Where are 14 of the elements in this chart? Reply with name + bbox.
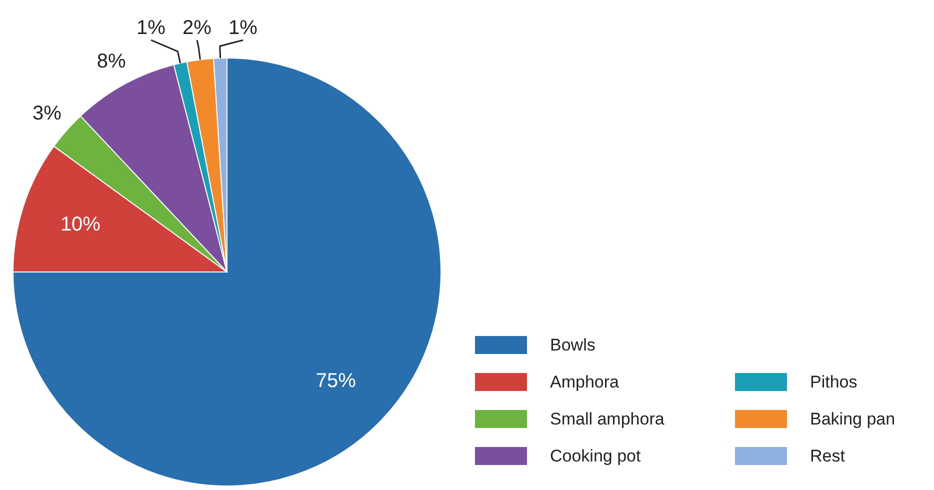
legend-label: Cooking pot (550, 446, 642, 466)
legend-label: Baking pan (810, 410, 896, 428)
data-label: 1% (136, 17, 166, 40)
data-label: 2% (182, 17, 212, 40)
legend-label: Small amphora (550, 410, 665, 428)
legend-label: Amphora (550, 372, 620, 392)
data-label: 75% (316, 370, 356, 392)
data-label: 1% (228, 17, 258, 40)
legend-label: Bowls (550, 336, 596, 354)
data-label: 3% (32, 102, 62, 124)
data-label: 10% (60, 213, 101, 236)
legend-label: Pithos (810, 372, 858, 392)
legend-label: Rest (810, 446, 846, 466)
data-label: 8% (96, 50, 126, 73)
